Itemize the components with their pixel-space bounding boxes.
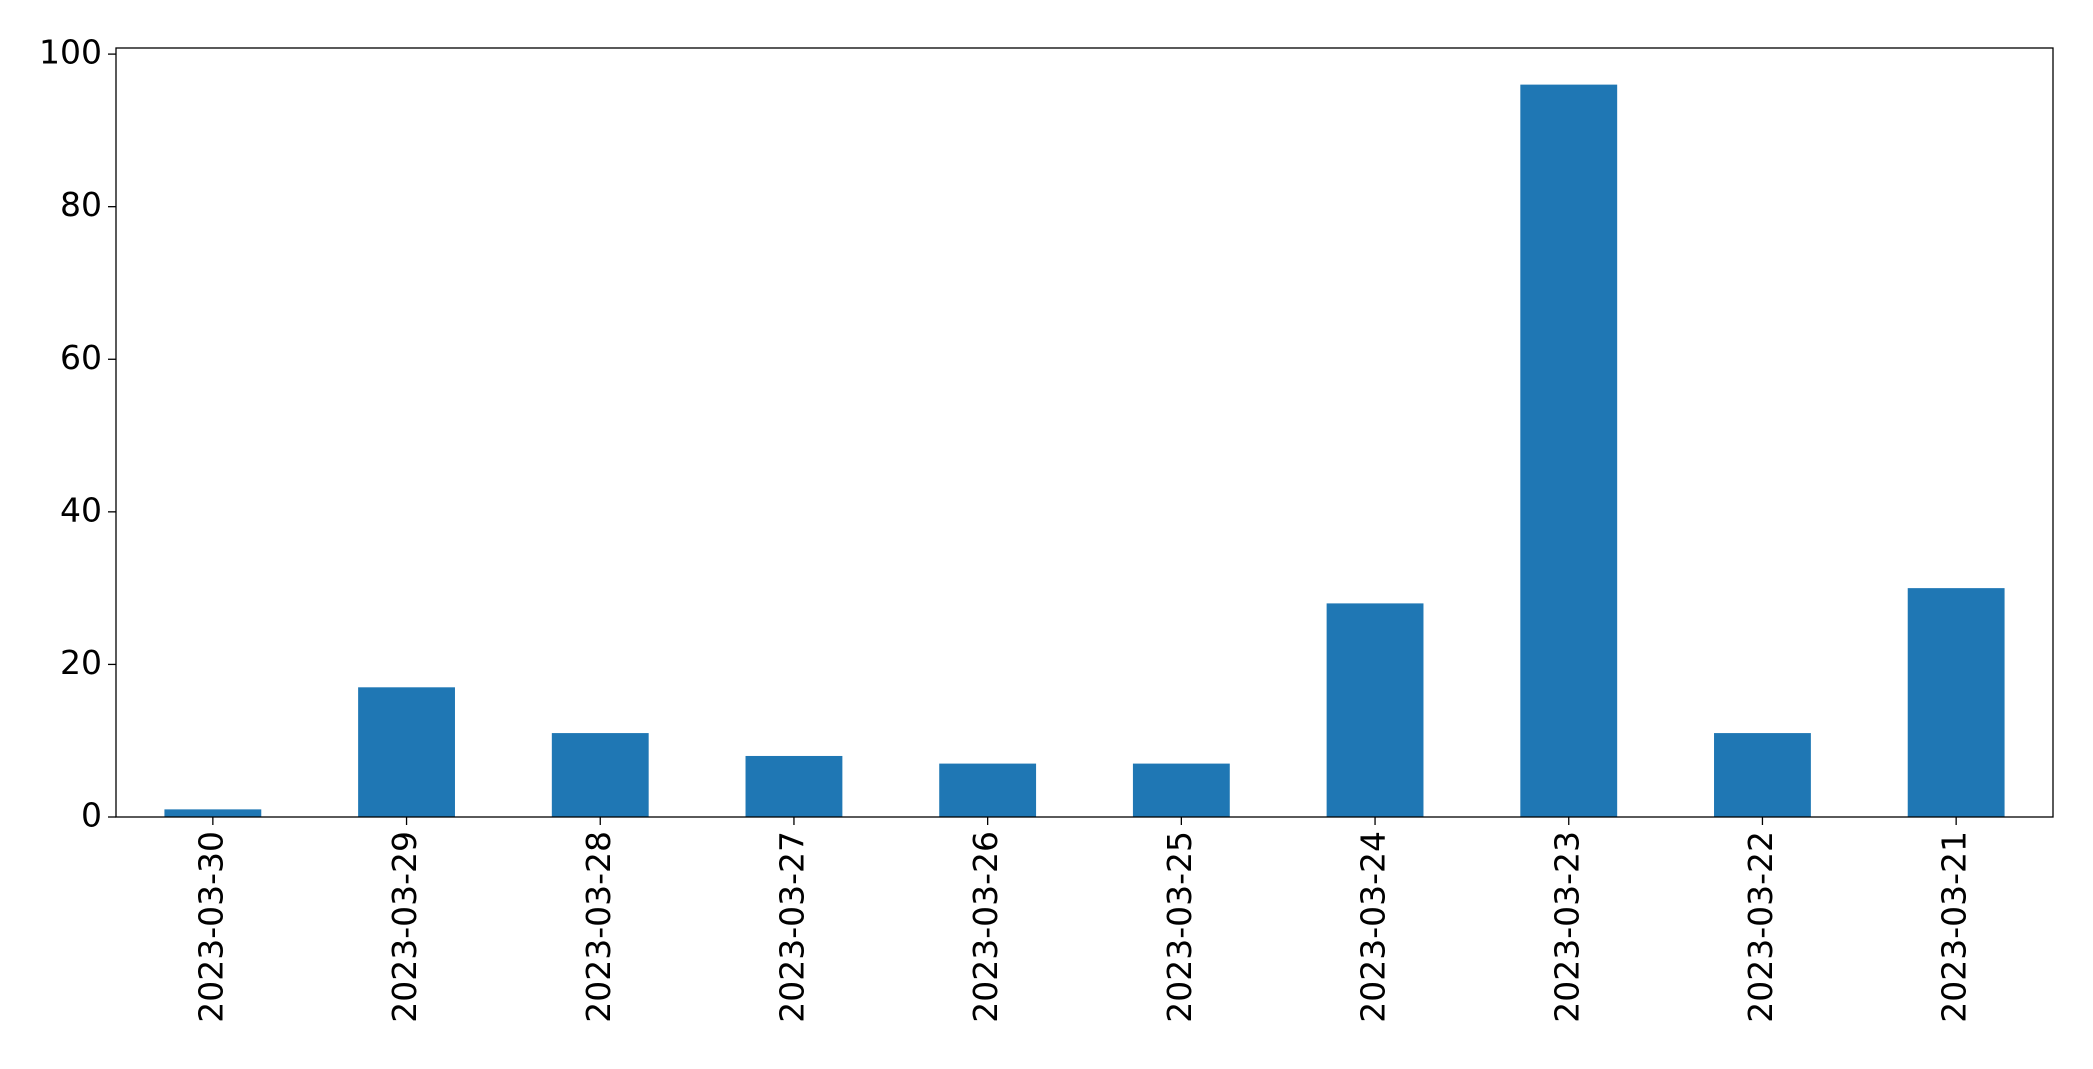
bar: [1326, 603, 1424, 817]
bar: [164, 809, 262, 817]
plot-frame: [115, 47, 2054, 818]
y-tick-label: 100: [39, 33, 102, 72]
x-tick-label: 2023-03-29: [385, 831, 424, 1023]
x-tick-label: 2023-03-24: [1354, 831, 1393, 1023]
x-tick-label: 2023-03-30: [191, 831, 230, 1023]
bar: [1907, 588, 2005, 817]
x-tick-label: 2023-03-23: [1547, 831, 1586, 1023]
bar: [939, 763, 1037, 817]
y-tick-label: 20: [60, 643, 102, 682]
x-tick-label: 2023-03-22: [1741, 831, 1780, 1023]
x-tick-label: 2023-03-21: [1935, 831, 1974, 1023]
x-tick-label: 2023-03-27: [772, 831, 811, 1023]
y-tick-label: 0: [81, 796, 102, 835]
bar: [745, 755, 843, 817]
y-tick-label: 60: [60, 338, 102, 377]
y-tick-label: 40: [60, 490, 102, 529]
bar: [358, 687, 455, 817]
bar: [1714, 733, 1811, 817]
bar: [1132, 763, 1230, 817]
bar: [551, 733, 649, 817]
bar: [1520, 84, 1618, 818]
x-tick-label: 2023-03-26: [966, 831, 1005, 1023]
x-tick-label: 2023-03-28: [579, 831, 618, 1023]
x-tick-label: 2023-03-25: [1160, 831, 1199, 1023]
y-tick-label: 80: [60, 185, 102, 224]
